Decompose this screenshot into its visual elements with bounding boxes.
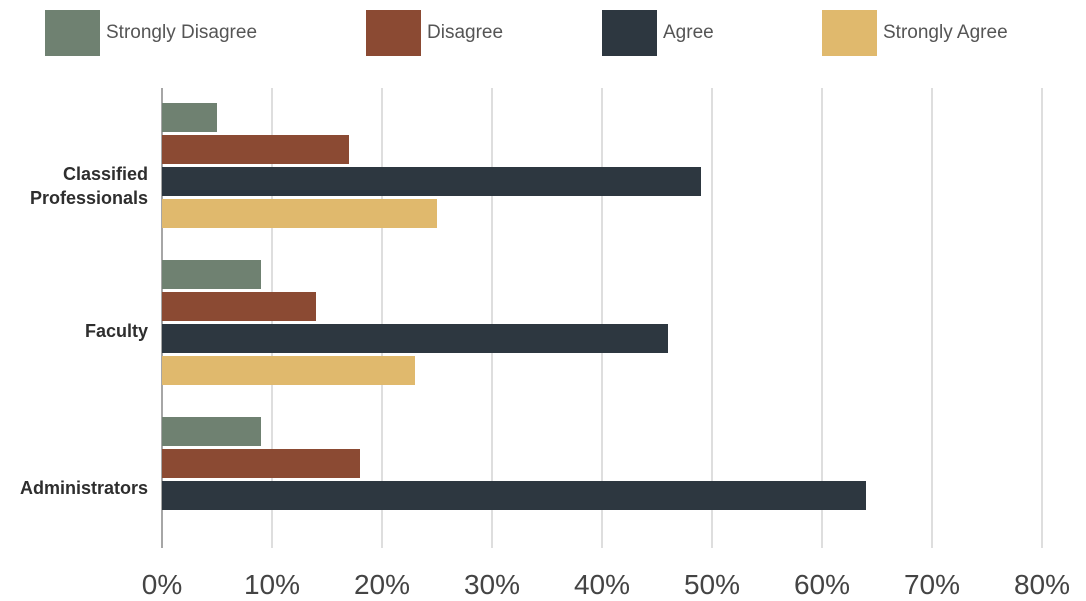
x-tick-label: 10% [244, 569, 300, 600]
x-tick-label: 80% [1014, 569, 1070, 600]
legend-item-strongly-agree: Strongly Agree [822, 10, 1008, 56]
x-tick-label: 70% [904, 569, 960, 600]
legend-swatch-disagree [366, 10, 421, 56]
bar-agree-classified-professionals [162, 167, 701, 196]
bar-agree-faculty [162, 324, 668, 353]
x-tick-label: 50% [684, 569, 740, 600]
x-tick-label: 40% [574, 569, 630, 600]
x-tick-label: 30% [464, 569, 520, 600]
bar-disagree-administrators [162, 449, 360, 478]
category-label: Faculty [85, 321, 148, 341]
legend-label-strongly-disagree: Strongly Disagree [106, 22, 258, 43]
category-label: Classified Professionals [30, 164, 148, 208]
legend-swatch-agree [602, 10, 657, 56]
bar-strongly-agree-faculty [162, 356, 415, 385]
bar-strongly-agree-classified-professionals [162, 199, 437, 228]
x-tick-label: 60% [794, 569, 850, 600]
bar-disagree-faculty [162, 292, 316, 321]
chart-legend: Strongly Disagree Disagree Agree Strongl… [0, 0, 1086, 70]
legend-item-agree: Agree [602, 10, 714, 56]
x-tick-label: 20% [354, 569, 410, 600]
legend-swatch-strongly-disagree [45, 10, 100, 56]
legend-label-strongly-agree: Strongly Agree [883, 22, 1008, 43]
bar-strongly-disagree-classified-professionals [162, 103, 217, 132]
legend-swatch-strongly-agree [822, 10, 877, 56]
bar-strongly-disagree-administrators [162, 417, 261, 446]
legend-label-disagree: Disagree [427, 22, 504, 43]
category-label: Administrators [20, 478, 148, 498]
bar-disagree-classified-professionals [162, 135, 349, 164]
x-tick-label: 0% [142, 569, 182, 600]
legend-item-disagree: Disagree [366, 10, 503, 56]
bar-agree-administrators [162, 481, 866, 510]
bar-strongly-disagree-faculty [162, 260, 261, 289]
legend-label-agree: Agree [663, 22, 714, 43]
legend-item-strongly-disagree: Strongly Disagree [45, 10, 257, 56]
